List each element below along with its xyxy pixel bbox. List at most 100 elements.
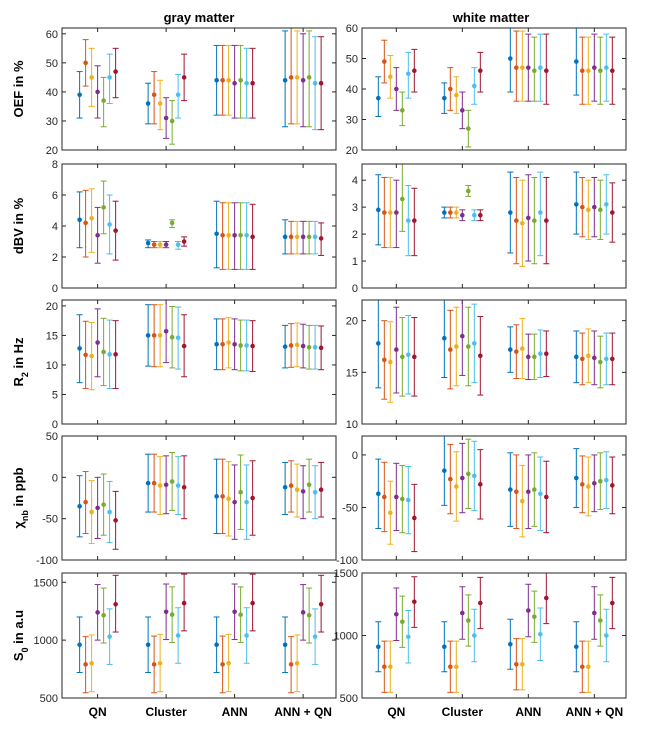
mean-point bbox=[288, 662, 294, 667]
mean-point bbox=[163, 328, 169, 334]
mean-point bbox=[376, 95, 381, 101]
mean-point bbox=[107, 634, 112, 639]
mean-point bbox=[232, 80, 237, 86]
mean-point bbox=[169, 334, 175, 340]
mean-point bbox=[300, 234, 306, 240]
mean-point bbox=[157, 242, 163, 247]
y-axis-label-row-2: dBV in % bbox=[11, 197, 26, 254]
mean-point bbox=[604, 202, 609, 207]
y-tick-label: 30 bbox=[46, 116, 58, 128]
y-tick-label: 4 bbox=[352, 175, 358, 187]
mean-point bbox=[244, 343, 249, 348]
mean-point bbox=[382, 210, 387, 215]
y-tick-label: 20 bbox=[346, 145, 358, 157]
mean-point bbox=[244, 633, 249, 638]
mean-point bbox=[454, 92, 459, 98]
mean-point bbox=[312, 344, 318, 350]
mean-point bbox=[448, 86, 453, 92]
axes-box bbox=[61, 299, 337, 425]
axes-box bbox=[361, 572, 627, 699]
mean-point bbox=[466, 126, 471, 131]
y-tick-label: 0 bbox=[352, 283, 358, 295]
x-category-labels: QN Cluster ANN ANN + QN QN Cluster ANN ANN + QN bbox=[89, 705, 624, 719]
mean-point bbox=[460, 333, 465, 339]
mean-point bbox=[113, 518, 118, 523]
mean-point bbox=[400, 619, 405, 625]
errorbar-marks bbox=[375, 573, 616, 693]
x-category-label-ann-qn: ANN + QN bbox=[565, 705, 623, 719]
mean-point bbox=[151, 242, 157, 247]
mean-point bbox=[478, 68, 483, 73]
mean-point bbox=[282, 484, 288, 490]
mean-point bbox=[244, 499, 249, 505]
mean-point bbox=[376, 644, 381, 650]
axes-box bbox=[361, 299, 627, 425]
mean-point bbox=[288, 343, 294, 348]
mean-point bbox=[300, 489, 306, 494]
mean-point bbox=[157, 333, 163, 338]
mean-point bbox=[214, 642, 219, 648]
mean-point bbox=[238, 233, 243, 238]
column-title-gray-matter: gray matter bbox=[164, 10, 235, 25]
mean-point bbox=[220, 77, 225, 83]
x-category-label-ann-qn: ANN + QN bbox=[274, 705, 332, 719]
mean-point bbox=[460, 108, 465, 113]
errorbar-marks bbox=[375, 436, 616, 553]
mean-point bbox=[89, 353, 94, 359]
mean-point bbox=[442, 210, 447, 215]
mean-point bbox=[220, 662, 225, 667]
mean-point bbox=[448, 210, 453, 215]
mean-point bbox=[145, 333, 151, 338]
mean-point bbox=[318, 345, 324, 351]
errorbar-marks bbox=[76, 452, 325, 550]
mean-point bbox=[466, 471, 471, 477]
mean-point bbox=[460, 475, 465, 481]
mean-point bbox=[294, 342, 300, 348]
mean-point bbox=[181, 484, 187, 490]
mean-point bbox=[472, 341, 477, 346]
axes-box bbox=[61, 27, 337, 151]
mean-point bbox=[181, 75, 187, 80]
mean-point bbox=[538, 210, 543, 215]
mean-point bbox=[400, 196, 405, 202]
mean-point bbox=[604, 65, 609, 70]
mean-point bbox=[312, 80, 318, 86]
mean-point bbox=[214, 231, 219, 237]
mean-point bbox=[388, 359, 393, 365]
axes-box bbox=[61, 435, 337, 561]
panel-row-3-white-matter: 10 15 20 bbox=[346, 299, 627, 431]
y-tick-label: 0 bbox=[352, 450, 358, 462]
mean-point bbox=[472, 83, 477, 89]
y-tick-label: -50 bbox=[42, 514, 58, 526]
mean-point bbox=[394, 86, 399, 92]
mean-point bbox=[101, 612, 106, 618]
mean-point bbox=[382, 664, 387, 670]
mean-point bbox=[318, 236, 324, 241]
y-tick-label: 2 bbox=[52, 252, 58, 264]
axes-box bbox=[361, 27, 627, 151]
mean-point bbox=[592, 480, 597, 486]
mean-point bbox=[145, 101, 151, 106]
mean-point bbox=[282, 642, 288, 648]
mean-point bbox=[478, 212, 483, 218]
mean-point bbox=[406, 218, 411, 223]
mean-point bbox=[508, 210, 513, 215]
mean-point bbox=[77, 503, 82, 509]
y-tick-label: 40 bbox=[346, 84, 358, 96]
mean-point bbox=[598, 478, 603, 484]
x-category-label-ann: ANN bbox=[222, 705, 248, 719]
errorbar-marks bbox=[375, 164, 616, 267]
mean-point bbox=[580, 356, 585, 362]
y-tick-label: 500 bbox=[40, 693, 58, 705]
mean-point bbox=[89, 75, 94, 80]
y-tick-label: 50 bbox=[46, 431, 58, 443]
mean-point bbox=[157, 483, 163, 488]
mean-point bbox=[300, 343, 306, 349]
mean-point bbox=[376, 207, 381, 213]
mean-point bbox=[83, 499, 88, 505]
mean-point bbox=[406, 352, 411, 358]
mean-point bbox=[586, 484, 591, 489]
mean-point bbox=[89, 660, 94, 666]
mean-point bbox=[232, 341, 237, 347]
mean-point bbox=[306, 612, 312, 618]
